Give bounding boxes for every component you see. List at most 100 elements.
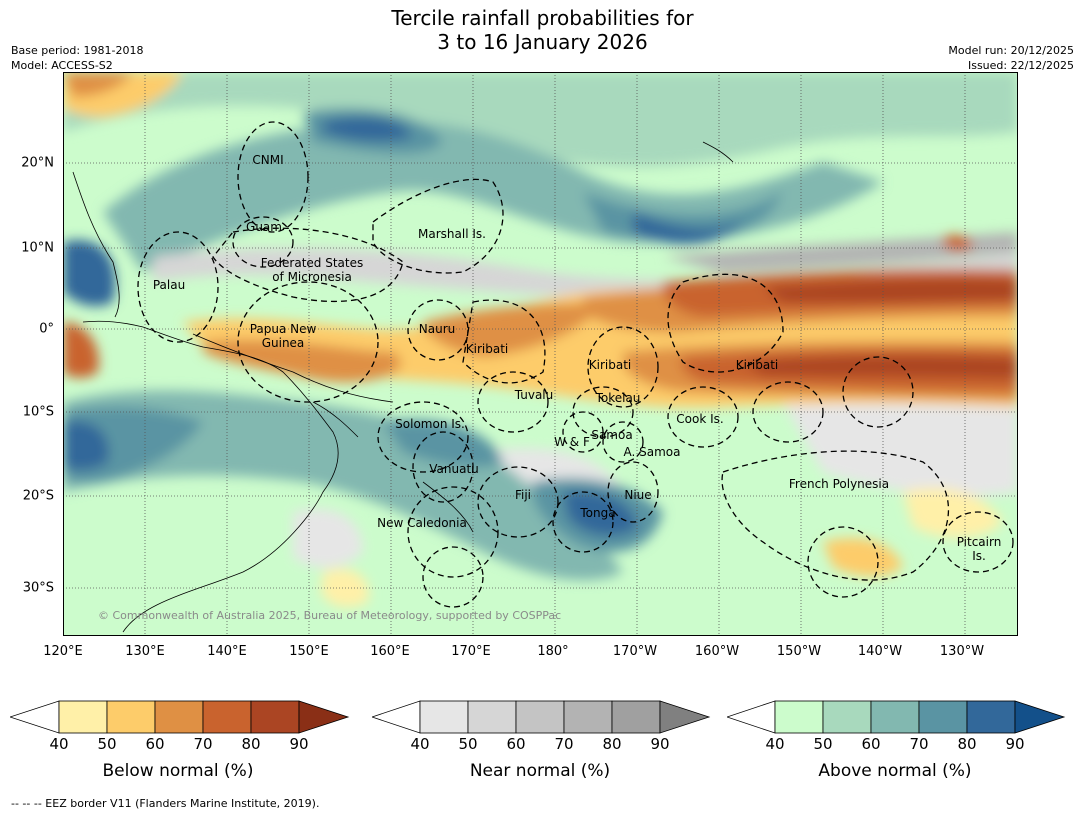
cb-above-tick: 70 [909,735,929,753]
lon-label: 120°E [43,644,83,659]
lat-label: 20°S [22,488,54,504]
place-label-french-polynesia: French Polynesia [788,477,890,491]
cb-below-tick: 40 [49,735,69,753]
place-label-pitcairn: Pitcairn Is. [957,535,1002,563]
place-label-guam: Guam [246,220,282,234]
place-label-marshall: Marshall Is. [418,227,486,241]
place-label-fiji: Fiji [514,488,532,502]
probability-field [63,72,1018,608]
colorbar-below-normal [10,700,350,734]
cb-above-label: Above normal (%) [818,761,972,781]
cb-below-bin-5 [250,700,300,734]
place-label-nauru: Nauru [418,322,456,336]
cb-below-low-extension [10,700,60,734]
lat-label: 10°N [21,240,54,256]
place-label-palau: Palau [152,278,186,292]
cb-near-low-extension [372,700,421,734]
cb-near-tick: 90 [650,735,670,753]
place-label-wallis-futuna: W & F [554,435,590,449]
place-label-vanuatu: Vanuatu [429,462,479,476]
lon-label: 140°W [857,644,903,659]
cb-near-tick: 50 [458,735,478,753]
eez-border-note: -- -- -- EEZ border V11 (Flanders Marine… [11,797,320,810]
lon-label: 160°W [694,644,740,659]
place-label-samoa: Samoa [591,428,633,442]
colorbar-above-normal [727,700,1066,734]
lon-label: 160°E [370,644,410,659]
cb-below-bin-4 [202,700,252,734]
place-label-tokelau: Tokelau [595,391,641,405]
base-period: Base period: 1981-2018 [11,44,144,57]
cb-below-tick: 90 [289,735,309,753]
copyright-notice: © Commonwealth of Australia 2025, Bureau… [98,609,562,622]
cb-above-high-extension [1014,700,1066,734]
cb-above-bin-4 [918,700,968,734]
coastlines [72,141,734,633]
cb-below-tick: 60 [145,735,165,753]
lon-label: 170°W [612,644,658,659]
cb-below-tick: 50 [97,735,117,753]
colorbar-near-normal [372,700,711,734]
place-label-solomon: Solomon Is. [395,417,465,431]
png-line-1: Papua New [249,322,317,336]
cb-below-bin-3 [154,700,204,734]
map-title: Tercile rainfall probabilities for 3 to … [0,6,1085,54]
cb-below-bin-1 [58,700,108,734]
issued-date: Issued: 22/12/2025 [967,59,1074,72]
place-label-american-samoa: A. Samoa [623,445,681,459]
cb-near-bin-1 [419,700,469,734]
lon-label: 130°E [125,644,165,659]
lat-label: 10°S [22,404,54,420]
cb-above-low-extension [727,700,776,734]
lat-label: 20°N [21,155,54,171]
cb-below-label: Below normal (%) [102,761,254,781]
png-line-2: Guinea [261,336,305,350]
cb-above-bin-3 [870,700,920,734]
cb-below-tick: 80 [241,735,261,753]
cb-near-tick: 40 [410,735,430,753]
cb-near-high-extension [659,700,711,734]
lon-label: 170°E [451,644,491,659]
place-label-fsm: Federated States of Micronesia [261,256,363,284]
eez-borders [137,121,1014,608]
title-line-2: 3 to 16 January 2026 [437,30,648,54]
cb-near-tick: 60 [506,735,526,753]
place-label-cook: Cook Is. [676,412,724,426]
cb-above-bin-5 [966,700,1016,734]
graticule [63,72,1018,636]
fsm-line-2: of Micronesia [272,270,352,284]
map-frame [63,72,1018,636]
cb-below-tick: 70 [193,735,213,753]
place-label-new-caledonia: New Caledonia [377,516,467,530]
pitcairn-line-1: Pitcairn [956,535,1002,549]
lon-label: 150°W [776,644,822,659]
place-label-kiribati-central: Kiribati [588,358,632,372]
cb-near-bin-4 [563,700,613,734]
cb-above-bin-1 [774,700,824,734]
fsm-line-1: Federated States [260,256,364,270]
cb-below-bin-2 [106,700,156,734]
cb-above-tick: 80 [957,735,977,753]
place-label-png: Papua New Guinea [250,322,317,350]
lon-label: 140°E [207,644,247,659]
place-label-tuvalu: Tuvalu [514,388,554,402]
title-line-1: Tercile rainfall probabilities for [391,6,694,30]
cb-near-bin-3 [515,700,565,734]
place-label-niue: Niue [624,488,652,502]
meta-left: Base period: 1981-2018 Model: ACCESS-S2 [11,43,143,73]
lat-label: 30°S [22,580,54,596]
lon-label: 180° [537,644,569,659]
place-label-tonga: Tonga [580,506,616,520]
cb-near-label: Near normal (%) [469,761,611,781]
cb-above-tick: 90 [1005,735,1025,753]
lon-label: 150°E [289,644,329,659]
rainfall-probability-map [63,72,1018,636]
cb-near-bin-2 [467,700,517,734]
cb-near-tick: 80 [602,735,622,753]
model-run: Model run: 20/12/2025 [948,44,1074,57]
cb-near-tick: 70 [554,735,574,753]
cb-above-tick: 40 [765,735,785,753]
model-name: Model: ACCESS-S2 [11,59,113,72]
cb-above-tick: 60 [861,735,881,753]
cb-above-bin-2 [822,700,872,734]
